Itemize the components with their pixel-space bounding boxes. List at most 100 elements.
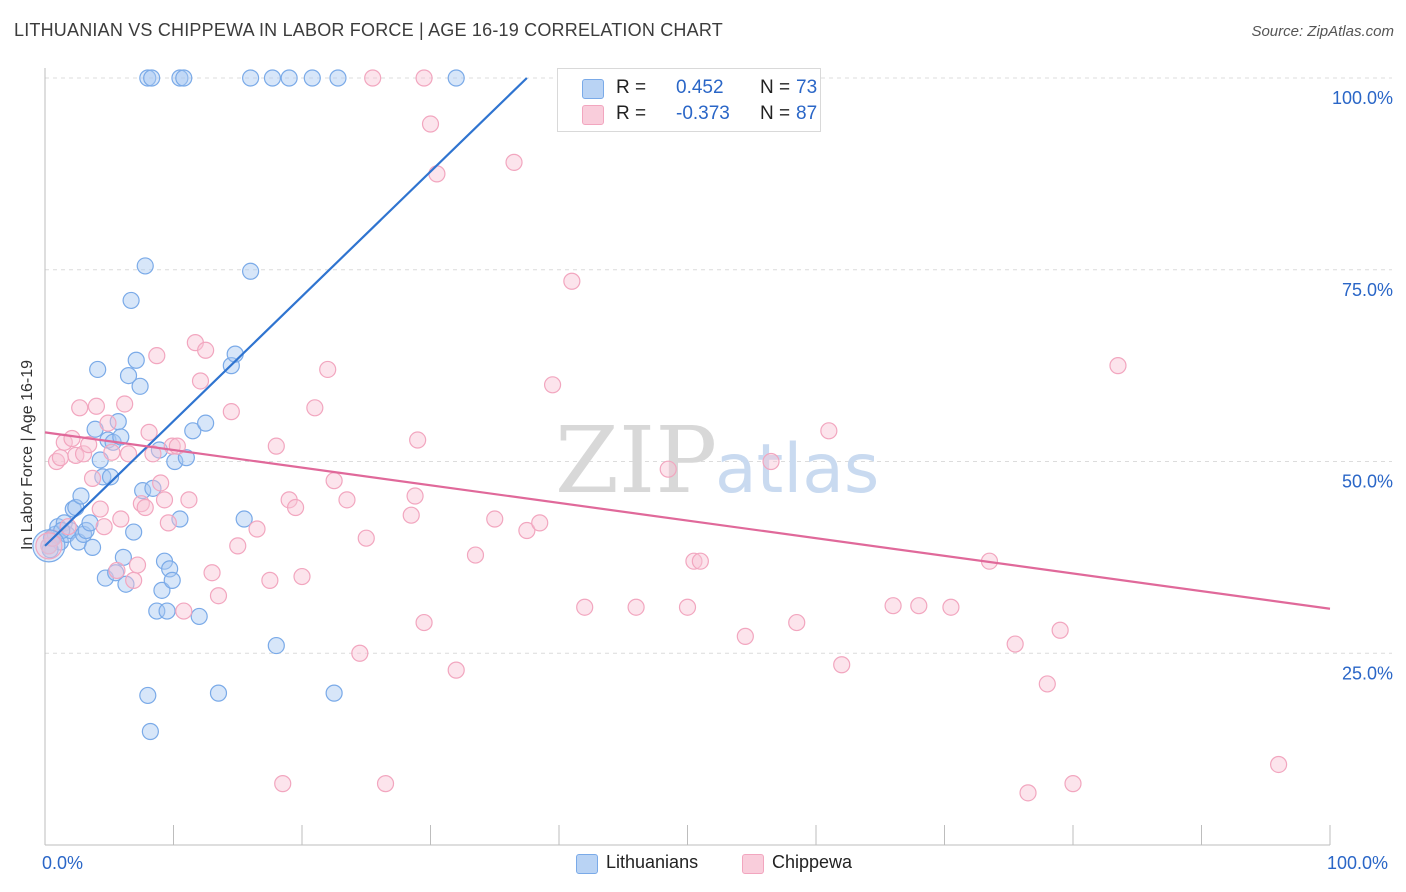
- point-chippewa: [180, 491, 198, 509]
- point-lithuanians: [175, 69, 193, 87]
- point-chippewa: [678, 598, 697, 616]
- point-lithuanians: [177, 449, 195, 467]
- point-lithuanians: [143, 69, 161, 87]
- point-lithuanians: [119, 366, 138, 385]
- point-chippewa: [627, 598, 645, 616]
- y-tick-label: 50.0%: [1342, 472, 1393, 492]
- point-chippewa: [191, 372, 210, 390]
- point-lithuanians: [197, 414, 215, 432]
- point-chippewa: [286, 498, 305, 517]
- point-lithuanians: [280, 69, 298, 87]
- point-lithuanians: [158, 602, 176, 620]
- legend-r-value: 0.452: [676, 77, 724, 98]
- y-tick-label: 75.0%: [1342, 280, 1393, 300]
- bottom-legend-label: Chippewa: [772, 852, 853, 872]
- point-chippewa: [116, 395, 134, 413]
- point-lithuanians: [72, 487, 90, 505]
- point-chippewa: [144, 445, 162, 463]
- point-chippewa: [357, 529, 375, 547]
- point-lithuanians: [127, 351, 145, 369]
- x-tick-label-right: 100.0%: [1327, 853, 1389, 873]
- point-lithuanians-cluster: [32, 529, 66, 563]
- point-chippewa: [87, 397, 106, 415]
- point-chippewa: [125, 571, 143, 589]
- point-chippewa: [788, 613, 806, 632]
- point-chippewa: [267, 437, 285, 455]
- point-chippewa: [306, 399, 324, 417]
- point-lithuanians: [134, 482, 152, 500]
- point-chippewa: [152, 474, 170, 492]
- point-chippewa: [175, 602, 193, 620]
- point-chippewa: [820, 422, 838, 440]
- point-chippewa: [415, 69, 433, 87]
- point-chippewa: [197, 341, 215, 359]
- point-chippewa: [229, 537, 247, 555]
- point-chippewa: [762, 452, 780, 471]
- point-lithuanians: [139, 69, 157, 87]
- point-chippewa: [293, 567, 311, 586]
- bottom-legend-swatch-chippewa: [742, 854, 764, 874]
- point-chippewa: [71, 399, 89, 417]
- point-lithuanians: [141, 722, 159, 741]
- point-chippewa: [364, 69, 382, 87]
- point-chippewa: [112, 510, 130, 528]
- gridlines: [45, 77, 1392, 654]
- point-lithuanians: [235, 510, 253, 528]
- point-lithuanians: [263, 69, 282, 87]
- point-chippewa: [1269, 755, 1288, 774]
- trend-lines: [44, 77, 1331, 610]
- point-chippewa: [942, 598, 960, 616]
- point-chippewa: [155, 491, 174, 509]
- legend-r-value: -0.373: [676, 103, 730, 124]
- y-tick-labels: 25.0% 50.0% 75.0% 100.0%: [1332, 88, 1393, 683]
- chart-title: LITHUANIAN VS CHIPPEWA IN LABOR FORCE | …: [14, 20, 723, 40]
- point-chippewa: [884, 597, 902, 615]
- point-chippewa: [685, 552, 703, 570]
- point-chippewa: [83, 469, 102, 487]
- legend-swatch-lithuanians: [582, 79, 604, 99]
- point-lithuanians: [136, 257, 154, 275]
- point-chippewa: [428, 165, 446, 183]
- point-chippewa: [95, 518, 113, 536]
- point-lithuanians: [329, 69, 347, 87]
- point-chippewa: [691, 552, 709, 570]
- point-chippewa: [576, 598, 594, 616]
- x-tick-label-left: 0.0%: [42, 853, 84, 873]
- point-chippewa: [531, 514, 549, 532]
- point-lithuanians: [190, 607, 208, 626]
- point-chippewa: [319, 360, 337, 379]
- point-chippewa: [203, 564, 221, 582]
- point-lithuanians: [89, 360, 107, 379]
- point-chippewa: [136, 498, 154, 517]
- point-chippewa: [1064, 775, 1082, 793]
- point-chippewa: [108, 561, 126, 580]
- point-chippewa: [406, 487, 424, 505]
- watermark-atlas: atlas: [715, 430, 879, 509]
- data-points: [32, 69, 1288, 802]
- point-chippewa: [148, 347, 166, 365]
- point-lithuanians: [242, 262, 260, 280]
- point-lithuanians: [184, 422, 202, 440]
- point-chippewa: [736, 627, 754, 645]
- point-lithuanians: [139, 686, 157, 705]
- point-chippewa: [910, 597, 928, 615]
- point-chippewa: [486, 510, 504, 528]
- point-chippewa: [402, 506, 420, 524]
- point-lithuanians: [325, 684, 343, 702]
- watermark-zip: ZIP: [555, 407, 717, 514]
- point-chippewa: [376, 775, 395, 793]
- point-lithuanians: [81, 514, 99, 532]
- legend-r-label: R =: [616, 103, 647, 124]
- point-chippewa: [409, 431, 427, 449]
- legend-n-value: 87: [796, 103, 818, 124]
- legend-swatch-chippewa: [582, 105, 604, 125]
- point-chippewa: [59, 518, 77, 536]
- point-lithuanians: [112, 428, 130, 446]
- point-chippewa: [543, 376, 562, 394]
- point-lithuanians: [163, 571, 181, 589]
- point-lithuanians: [242, 69, 260, 87]
- point-chippewa: [274, 775, 292, 793]
- point-lithuanians: [83, 538, 102, 557]
- point-chippewa: [1051, 621, 1069, 639]
